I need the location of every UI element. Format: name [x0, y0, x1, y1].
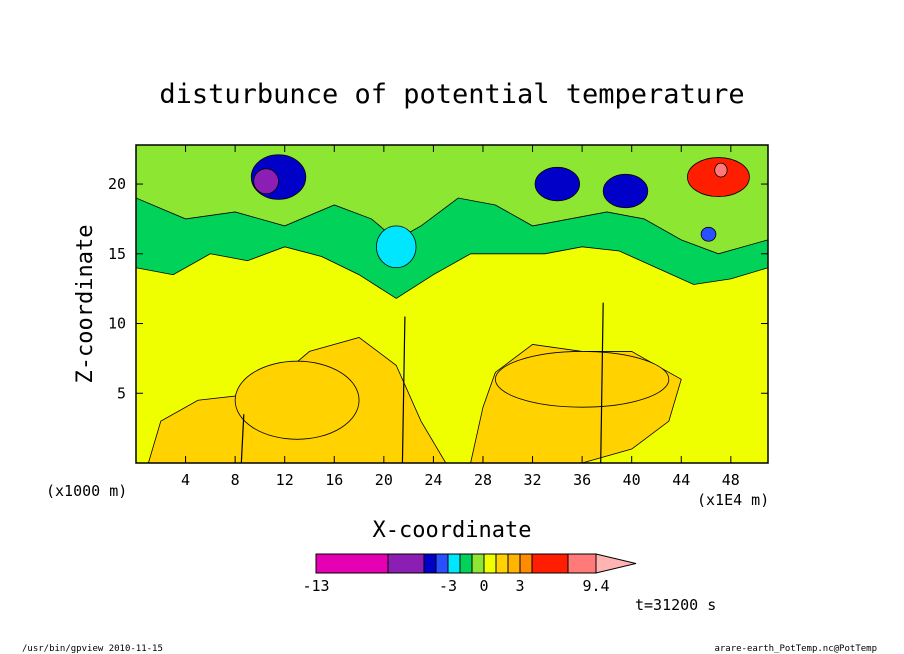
colorbar-label: 3 — [515, 577, 524, 595]
x-tick-label: 16 — [325, 471, 343, 489]
x-tick-label: 44 — [672, 471, 690, 489]
x-unit-right: (x1E4 m) — [697, 491, 769, 509]
colorbar-bin — [507, 553, 521, 574]
contour-region-4 — [376, 225, 417, 269]
y-tick-label: 5 — [117, 384, 126, 402]
time-label: t=31200 s — [635, 596, 716, 614]
contour-region-7 — [700, 226, 717, 242]
contour-region-3 — [602, 173, 649, 209]
y-tick-label: 10 — [108, 315, 126, 333]
x-tick-label: 12 — [276, 471, 294, 489]
contour-region-9 — [494, 351, 670, 408]
contour-region-1 — [253, 168, 279, 195]
y-axis: 5 10 15 20 — [108, 175, 768, 402]
plume-line-2 — [240, 414, 245, 463]
colorbar-label: -3 — [439, 577, 457, 595]
x-tick-label: 48 — [722, 471, 740, 489]
footer-right: arare-earth_PotTemp.nc@PotTemp — [714, 644, 877, 654]
colorbar-bin — [531, 553, 569, 574]
contour-region-5 — [687, 157, 750, 198]
x-tick-label: 36 — [573, 471, 591, 489]
colorbar-label: 0 — [479, 577, 488, 595]
colorbar-bin — [459, 553, 473, 574]
x-tick-label: 20 — [375, 471, 393, 489]
colorbar-bin — [519, 553, 533, 574]
contour-region-8 — [234, 360, 360, 440]
plume-line-0 — [401, 316, 406, 463]
x-tick-label: 8 — [231, 471, 240, 489]
x-tick-label: 32 — [524, 471, 542, 489]
colorbar-label: 9.4 — [582, 577, 609, 595]
colorbar-bin — [315, 553, 389, 574]
x-tick-label: 40 — [623, 471, 641, 489]
plot-area — [136, 145, 768, 463]
x-axis-label: X-coordinate — [373, 518, 532, 543]
y-tick-label: 15 — [108, 245, 126, 263]
colorbar-over-arrow — [595, 553, 637, 574]
colorbar: -13 -3 0 3 9.4 — [302, 553, 637, 595]
chart-title: disturbunce of potential temperature — [159, 79, 744, 110]
y-tick-label: 20 — [108, 175, 126, 193]
x-tick-label: 24 — [424, 471, 442, 489]
colorbar-bin — [387, 553, 425, 574]
y-axis-label: Z-coordinate — [73, 225, 98, 384]
colorbar-bin — [423, 553, 437, 574]
colorbar-bin — [471, 553, 485, 574]
colorbar-bin — [483, 553, 497, 574]
colorbar-label: -13 — [302, 577, 329, 595]
x-tick-label: 4 — [181, 471, 190, 489]
colorbar-bin — [495, 553, 509, 574]
x-axis: 4 8 12 16 20 24 28 32 36 40 44 48 — [181, 145, 740, 489]
colorbar-bin — [567, 553, 597, 574]
colorbar-bin — [447, 553, 461, 574]
plot-frame — [135, 144, 769, 464]
x-unit-left: (x1000 m) — [46, 482, 127, 500]
contour-region-6 — [714, 162, 728, 178]
plume-line-1 — [600, 302, 604, 463]
contour-region-2 — [534, 166, 581, 202]
colorbar-bin — [435, 553, 449, 574]
x-tick-label: 28 — [474, 471, 492, 489]
footer-left: /usr/bin/gpview 2010-11-15 — [22, 644, 163, 654]
